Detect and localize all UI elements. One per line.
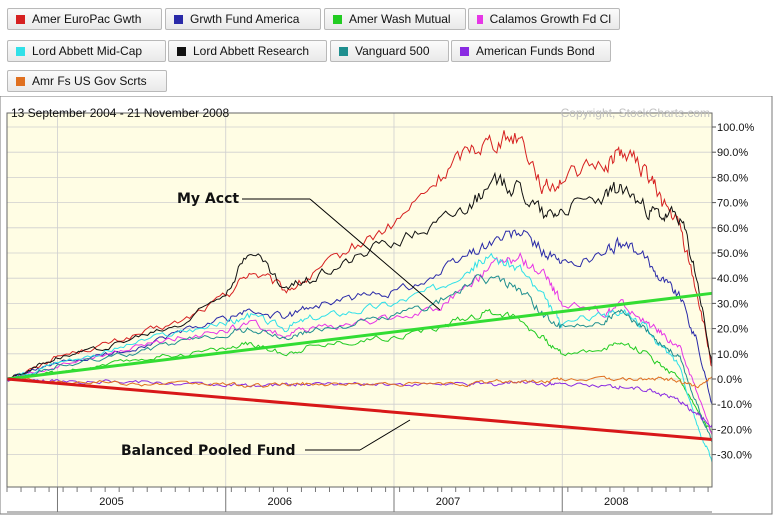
legend-swatch-icon bbox=[177, 46, 186, 56]
series-line bbox=[6, 229, 713, 405]
x-tick-label: 2007 bbox=[436, 496, 460, 508]
series-layer bbox=[6, 130, 713, 463]
y-tick-label: 40.0% bbox=[717, 273, 748, 285]
copyright-text: Copyright, StockCharts.com bbox=[561, 106, 710, 120]
x-tick-label: 2005 bbox=[99, 496, 123, 508]
legend-item[interactable]: Amr Fs US Gov Scrts bbox=[7, 70, 167, 92]
legend-item[interactable]: Lord Abbett Mid-Cap bbox=[7, 40, 166, 62]
legend-item[interactable]: American Funds Bond bbox=[451, 40, 611, 62]
y-tick-label: 60.0% bbox=[717, 223, 748, 235]
balanced-pointer-diag bbox=[359, 419, 411, 451]
legend-item[interactable]: Amer Wash Mutual bbox=[324, 8, 466, 30]
y-tick-label: 70.0% bbox=[717, 198, 748, 210]
x-tick-label: 2008 bbox=[604, 496, 628, 508]
y-tick-label: 20.0% bbox=[717, 324, 748, 336]
legend-item[interactable]: Calamos Growth Fd Cl bbox=[468, 8, 620, 30]
trend-lines bbox=[6, 291, 713, 441]
plot-border bbox=[6, 112, 713, 488]
series-line bbox=[6, 376, 713, 428]
legend-label: American Funds Bond bbox=[476, 44, 595, 58]
my-acct-pointer-diag bbox=[309, 198, 441, 311]
balanced-label: Balanced Pooled Fund bbox=[121, 443, 296, 459]
x-axis: 2005 2006 2007 2008 bbox=[6, 487, 712, 513]
legend-label: Calamos Growth Fd Cl bbox=[489, 12, 611, 26]
x-tick-label: 2006 bbox=[267, 496, 291, 508]
legend-swatch-icon bbox=[16, 46, 25, 56]
series-line bbox=[6, 308, 713, 435]
y-tick-label: -20.0% bbox=[717, 424, 752, 436]
y-tick-label: 50.0% bbox=[717, 248, 748, 260]
y-tick-label: 100.0% bbox=[717, 122, 755, 134]
trend-line bbox=[6, 377, 713, 441]
legend-item[interactable]: Lord Abbett Research bbox=[168, 40, 327, 62]
legend-label: Lord Abbett Research bbox=[193, 44, 310, 58]
legend-swatch-icon bbox=[16, 76, 25, 86]
legend-label: Amer EuroPac Gwth bbox=[32, 12, 142, 26]
series-line bbox=[6, 274, 713, 443]
legend-swatch-icon bbox=[477, 14, 483, 24]
legend-item[interactable]: Amer EuroPac Gwth bbox=[7, 8, 162, 30]
series-line bbox=[7, 251, 713, 435]
grid bbox=[7, 113, 712, 487]
legend-swatch-icon bbox=[460, 46, 469, 56]
y-tick-label: 80.0% bbox=[717, 172, 748, 184]
y-tick-label: 30.0% bbox=[717, 298, 748, 310]
y-axis: 100.0% 90.0% 80.0% 70.0% 60.0% 50.0% 40.0% 30.0… bbox=[712, 122, 755, 462]
legend: Amer EuroPac Gwth Grwth Fund America Amer … bbox=[0, 0, 773, 96]
y-tick-label: 90.0% bbox=[717, 147, 748, 159]
legend-label: Vanguard 500 bbox=[355, 44, 430, 58]
legend-label: Amer Wash Mutual bbox=[349, 12, 451, 26]
my-acct-label: My Acct bbox=[177, 191, 239, 207]
plot-area bbox=[7, 113, 712, 487]
legend-swatch-icon bbox=[174, 14, 183, 24]
series-line bbox=[6, 375, 713, 389]
y-tick-label: 0.0% bbox=[717, 374, 742, 386]
series-line bbox=[6, 171, 713, 381]
performance-chart: 100.0% 90.0% 80.0% 70.0% 60.0% 50.0% 40.0% 30.0… bbox=[0, 96, 773, 515]
legend-label: Lord Abbett Mid-Cap bbox=[32, 44, 143, 58]
trend-line bbox=[6, 291, 713, 381]
legend-label: Amr Fs US Gov Scrts bbox=[32, 74, 147, 88]
legend-swatch-icon bbox=[16, 14, 25, 24]
y-tick-label: -10.0% bbox=[717, 399, 752, 411]
y-tick-label: 10.0% bbox=[717, 349, 748, 361]
series-line bbox=[6, 252, 713, 463]
legend-item[interactable]: Vanguard 500 bbox=[330, 40, 449, 62]
legend-label: Grwth Fund America bbox=[190, 12, 300, 26]
legend-item[interactable]: Grwth Fund America bbox=[165, 8, 321, 30]
date-range: 13 September 2004 - 21 November 2008 bbox=[11, 106, 229, 120]
legend-swatch-icon bbox=[333, 14, 342, 24]
legend-swatch-icon bbox=[339, 46, 348, 56]
y-tick-label: -30.0% bbox=[717, 450, 752, 462]
